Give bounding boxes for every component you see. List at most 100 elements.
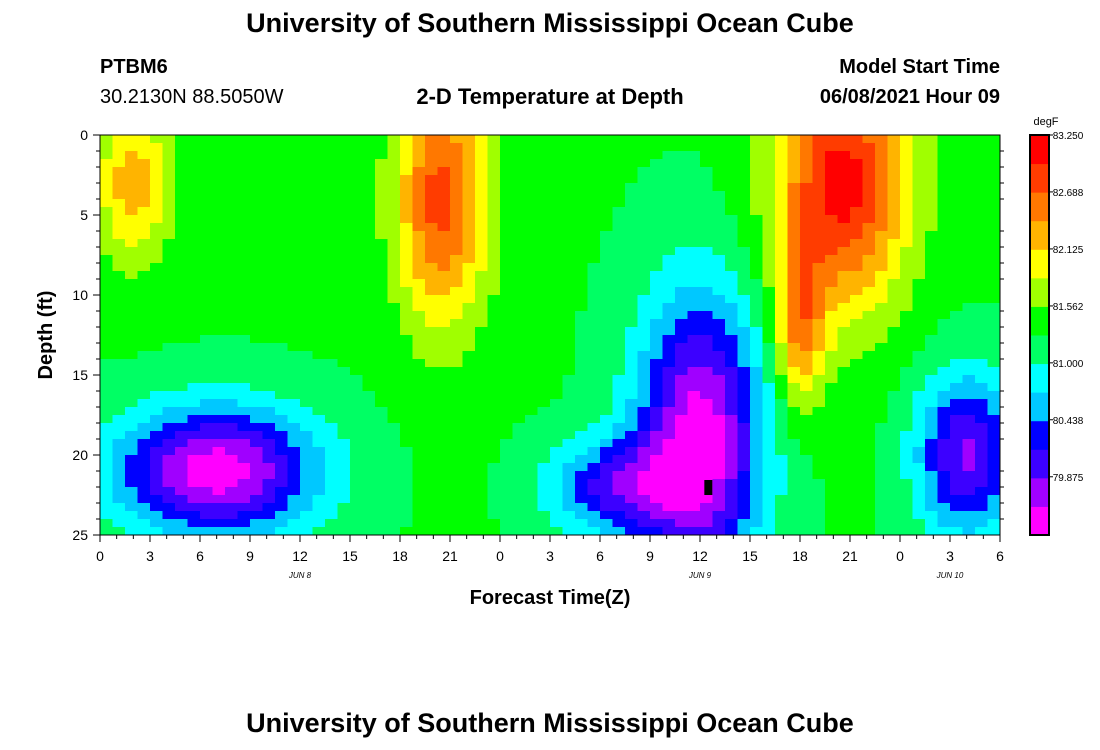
heatmap-cell <box>512 279 526 288</box>
heatmap-cell <box>875 479 889 488</box>
heatmap-cell <box>275 471 289 480</box>
heatmap-cell <box>887 311 901 320</box>
heatmap-cell <box>825 311 839 320</box>
heatmap-cell <box>212 287 226 296</box>
heatmap-cell <box>700 175 714 184</box>
heatmap-cell <box>325 519 339 528</box>
heatmap-cell <box>100 407 114 416</box>
heatmap-cell <box>537 231 551 240</box>
heatmap-cell <box>425 279 439 288</box>
heatmap-cell <box>312 183 326 192</box>
heatmap-cell <box>437 423 451 432</box>
heatmap-cell <box>700 183 714 192</box>
heatmap-cell <box>937 255 951 264</box>
heatmap-cell <box>212 519 226 528</box>
heatmap-cell <box>437 151 451 160</box>
heatmap-cell <box>200 391 214 400</box>
heatmap-cell <box>425 439 439 448</box>
heatmap-cell <box>225 239 239 248</box>
y-tick-label: 20 <box>72 447 88 463</box>
heatmap-cell <box>787 351 801 360</box>
heatmap-cell <box>675 407 689 416</box>
heatmap-cell <box>762 287 776 296</box>
heatmap-cell <box>450 303 464 312</box>
heatmap-cell <box>925 159 939 168</box>
heatmap-cell <box>512 511 526 520</box>
heatmap-cell <box>325 159 339 168</box>
heatmap-cell <box>525 447 539 456</box>
heatmap-cell <box>625 463 639 472</box>
heatmap-cell <box>425 479 439 488</box>
heatmap-cell <box>650 207 664 216</box>
heatmap-cell <box>437 255 451 264</box>
heatmap-cell <box>150 423 164 432</box>
heatmap-cell <box>537 407 551 416</box>
heatmap-cell <box>887 247 901 256</box>
heatmap-cell <box>512 271 526 280</box>
heatmap-cell <box>762 279 776 288</box>
heatmap-cell <box>675 527 689 535</box>
heatmap-cell <box>262 223 276 232</box>
heatmap-cell <box>900 511 914 520</box>
heatmap-cell <box>837 167 851 176</box>
heatmap-cell <box>112 183 126 192</box>
heatmap-cell <box>750 511 764 520</box>
heatmap-cell <box>787 191 801 200</box>
heatmap-cell <box>800 431 814 440</box>
heatmap-cell <box>837 247 851 256</box>
heatmap-cell <box>337 223 351 232</box>
heatmap-cell <box>762 527 776 535</box>
heatmap-cell <box>487 159 501 168</box>
heatmap-cell <box>337 335 351 344</box>
heatmap-cell <box>262 207 276 216</box>
heatmap-cell <box>362 319 376 328</box>
heatmap-cell <box>925 215 939 224</box>
heatmap-cell <box>800 359 814 368</box>
heatmap-cell <box>175 143 189 152</box>
heatmap-cell <box>175 455 189 464</box>
heatmap-cell <box>387 319 401 328</box>
heatmap-cell <box>850 151 864 160</box>
heatmap-cell <box>400 255 414 264</box>
heatmap-cell <box>350 135 364 144</box>
heatmap-cell <box>912 215 926 224</box>
heatmap-cell <box>175 487 189 496</box>
heatmap-cell <box>300 439 314 448</box>
heatmap-cell <box>312 263 326 272</box>
heatmap-cell <box>600 167 614 176</box>
heatmap-cell <box>962 487 976 496</box>
heatmap-cell <box>362 447 376 456</box>
heatmap-cell <box>237 319 251 328</box>
heatmap-cell <box>562 175 576 184</box>
heatmap-cell <box>487 183 501 192</box>
heatmap-cell <box>462 527 476 535</box>
heatmap-cell <box>187 383 201 392</box>
heatmap-cell <box>987 183 1000 192</box>
heatmap-cell <box>675 159 689 168</box>
heatmap-cell <box>725 311 739 320</box>
heatmap-cell <box>587 247 601 256</box>
heatmap-cell <box>237 407 251 416</box>
heatmap-cell <box>475 295 489 304</box>
heatmap-cell <box>500 143 514 152</box>
heatmap-cell <box>237 367 251 376</box>
heatmap-cell <box>950 239 964 248</box>
heatmap-cell <box>287 183 301 192</box>
heatmap-cell <box>337 391 351 400</box>
heatmap-cell <box>825 527 839 535</box>
heatmap-cell <box>937 463 951 472</box>
heatmap-cell <box>775 343 789 352</box>
heatmap-cell <box>950 431 964 440</box>
heatmap-cell <box>362 167 376 176</box>
heatmap-cell <box>612 375 626 384</box>
heatmap-cell <box>100 423 114 432</box>
heatmap-cell <box>700 143 714 152</box>
heatmap-cell <box>825 303 839 312</box>
heatmap-cell <box>312 463 326 472</box>
heatmap-cell <box>787 143 801 152</box>
heatmap-cell <box>100 183 114 192</box>
heatmap-cell <box>400 439 414 448</box>
heatmap-cell <box>112 199 126 208</box>
heatmap-cell <box>850 503 864 512</box>
heatmap-cell <box>562 183 576 192</box>
